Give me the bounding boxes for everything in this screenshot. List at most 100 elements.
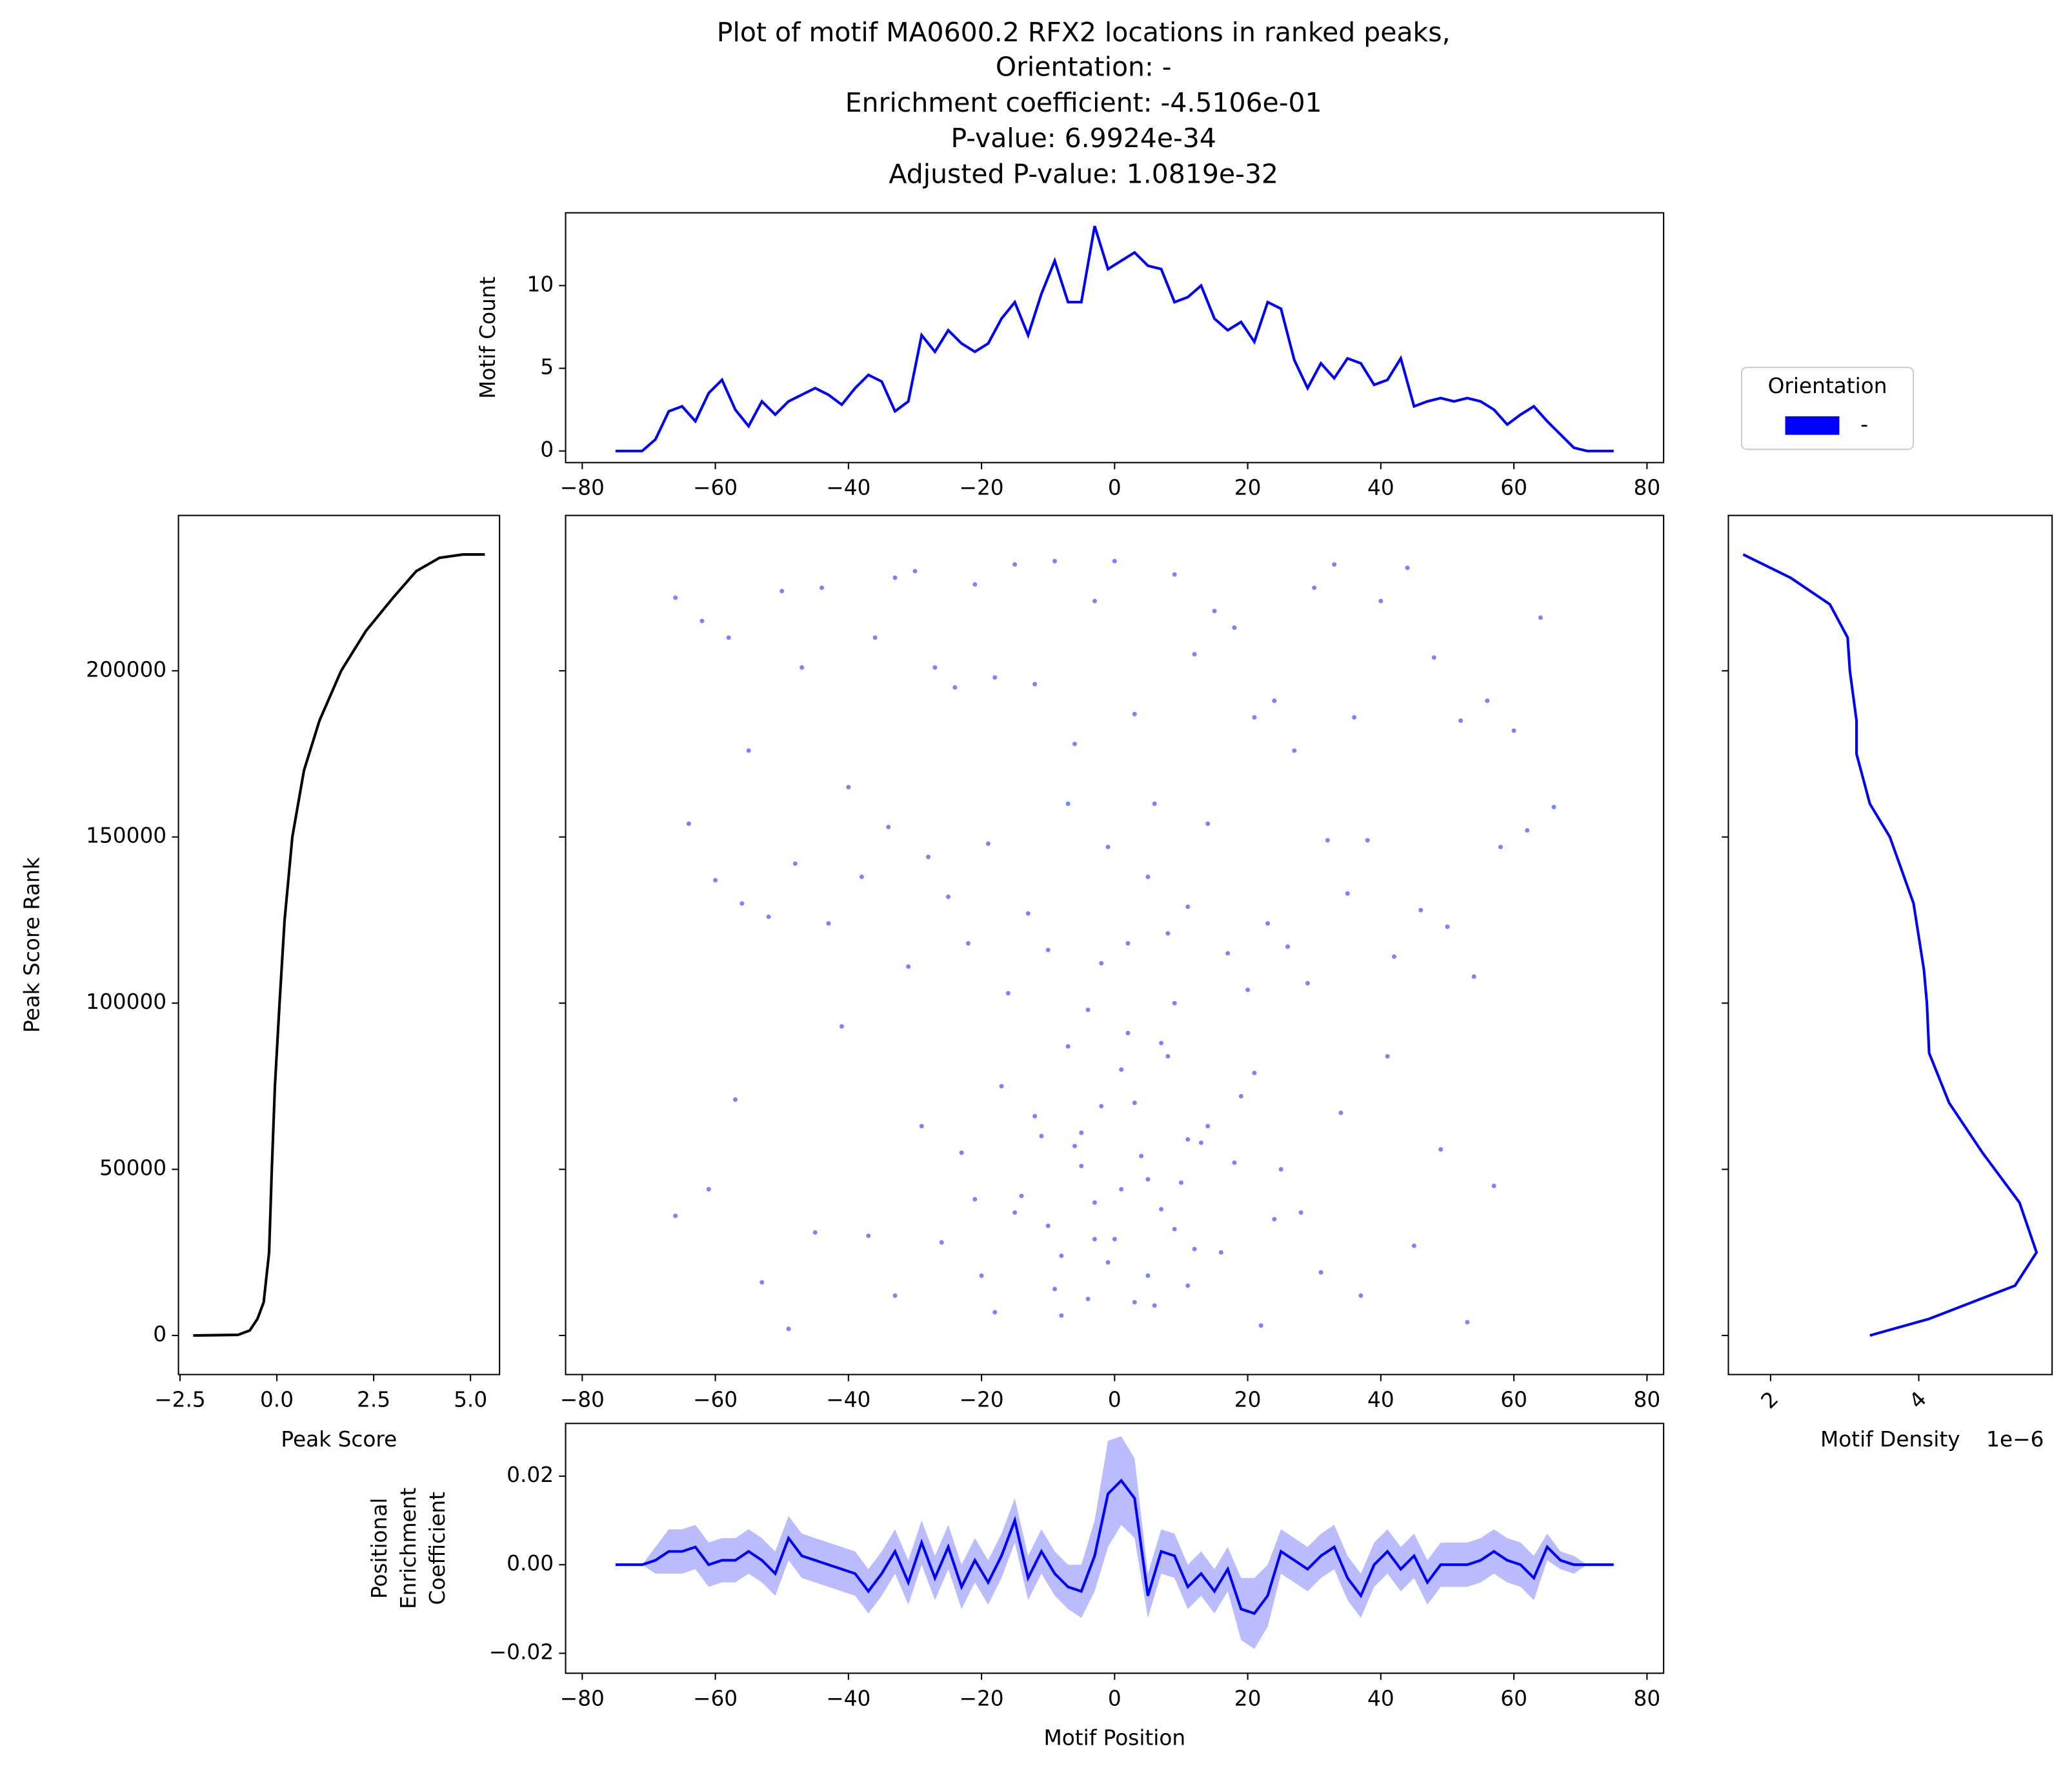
x-tick-label: 40 xyxy=(1367,476,1394,500)
point xyxy=(1092,598,1097,604)
point xyxy=(965,941,971,946)
point xyxy=(1405,565,1410,571)
point xyxy=(979,1273,984,1278)
point xyxy=(1065,1044,1071,1049)
point xyxy=(1045,1223,1051,1228)
line xyxy=(1742,553,2038,1337)
point xyxy=(840,1024,844,1029)
point xyxy=(1019,1193,1024,1199)
point xyxy=(1252,715,1257,720)
point xyxy=(1525,827,1530,833)
y-tick-label: −0.02 xyxy=(489,1639,554,1664)
line xyxy=(615,1478,1614,1616)
y-axis-label: Enrichment xyxy=(396,1487,421,1609)
point xyxy=(926,855,931,860)
point xyxy=(952,685,958,690)
point xyxy=(1458,718,1463,724)
point xyxy=(1119,1187,1124,1192)
point xyxy=(1112,1237,1117,1242)
point xyxy=(1119,1067,1124,1072)
point xyxy=(1198,1140,1203,1145)
point xyxy=(1325,838,1330,843)
x-tick-label: −20 xyxy=(960,476,1004,500)
point xyxy=(1072,742,1077,747)
point xyxy=(1099,960,1104,966)
point xyxy=(1391,954,1396,959)
x-tick-label: 5.0 xyxy=(454,1388,487,1412)
x-tick-label: 60 xyxy=(1500,1388,1527,1412)
point xyxy=(1285,944,1290,949)
x-tick-label: 2.5 xyxy=(357,1388,390,1412)
point xyxy=(1025,911,1031,916)
point xyxy=(746,748,751,753)
point xyxy=(1139,1153,1144,1159)
point xyxy=(759,1280,765,1285)
y-axis-label: Coefficient xyxy=(425,1492,450,1605)
point xyxy=(1172,1226,1177,1232)
legend-title: Orientation xyxy=(1768,374,1887,398)
y-tick-label: 200000 xyxy=(86,657,166,682)
x-tick-label: 60 xyxy=(1500,476,1527,500)
x-tick-label: 80 xyxy=(1634,1686,1661,1710)
point xyxy=(1125,941,1131,946)
x-tick-label: −2.5 xyxy=(154,1388,206,1412)
point xyxy=(713,878,718,883)
point xyxy=(1272,1217,1277,1222)
point xyxy=(1105,1260,1111,1265)
point xyxy=(919,1124,924,1129)
point xyxy=(1551,804,1556,809)
x-tick-label: −80 xyxy=(560,1686,605,1710)
point xyxy=(1225,951,1231,956)
point xyxy=(1185,1137,1191,1142)
point xyxy=(1345,891,1350,896)
point xyxy=(972,1197,978,1202)
y-tick-label: 0.02 xyxy=(507,1463,554,1487)
point xyxy=(892,575,898,580)
point xyxy=(1538,615,1543,620)
panel: −2.5 0.0 2.5 5.0 0 50000 100000 150000 200000 Pea… xyxy=(19,514,501,1452)
line xyxy=(615,225,1614,452)
point xyxy=(892,1293,898,1298)
point xyxy=(1252,1070,1257,1075)
point xyxy=(866,1233,871,1239)
point xyxy=(1039,1133,1044,1139)
error-band xyxy=(615,1436,1614,1649)
x-tick-label: −40 xyxy=(826,1686,870,1710)
point xyxy=(786,1326,791,1332)
point xyxy=(886,824,891,829)
x-tick-label: 40 xyxy=(1367,1686,1394,1710)
point xyxy=(1185,904,1191,909)
point xyxy=(673,595,678,600)
y-tick-label: 0.00 xyxy=(507,1551,554,1576)
legend: Orientation - xyxy=(1740,367,1915,451)
point xyxy=(946,894,951,899)
point xyxy=(1152,1303,1157,1308)
title-line: Enrichment coefficient: -4.5106e-01 xyxy=(845,87,1322,118)
point xyxy=(992,675,998,680)
point xyxy=(1445,924,1450,929)
y-tick-label: 0 xyxy=(153,1322,166,1346)
point xyxy=(972,582,978,587)
point xyxy=(1385,1054,1390,1059)
point xyxy=(1258,1323,1263,1328)
title-line: P-value: 6.9924e-34 xyxy=(951,123,1216,154)
point xyxy=(1045,948,1051,953)
point xyxy=(1305,980,1310,986)
point xyxy=(1238,1093,1243,1099)
axes-frame xyxy=(177,514,501,1375)
point xyxy=(846,785,851,789)
x-axis-label: Motif Density xyxy=(1820,1427,1960,1452)
point xyxy=(820,585,825,591)
point xyxy=(1099,1104,1104,1109)
point xyxy=(1265,921,1271,926)
point xyxy=(699,618,705,624)
x-tick-label: 0.0 xyxy=(260,1388,294,1412)
point xyxy=(733,1097,738,1102)
panel: −80 −60 −40 −20 0 20 40 60 80 −0.02 0.00 0.02 Motif … xyxy=(367,1423,1665,1750)
x-tick-label: 80 xyxy=(1634,476,1661,500)
point xyxy=(800,665,805,670)
point xyxy=(1212,609,1217,614)
